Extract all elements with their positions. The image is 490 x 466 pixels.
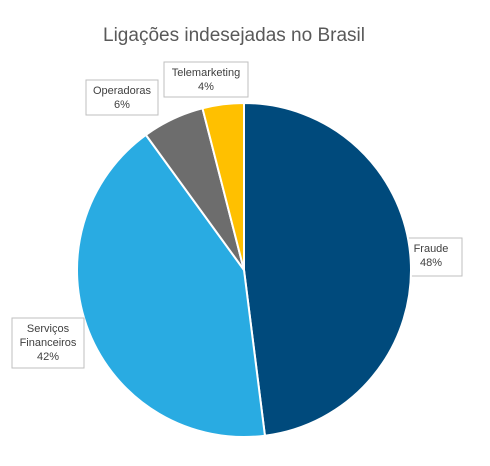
value-label: 4% [198,81,214,93]
slices [76,101,412,438]
value-label: 48% [420,257,442,269]
slice [76,133,267,438]
label-box [11,317,85,369]
labels-front: Serviços Financeiros 42% Operadoras 6% Telema… [11,61,249,369]
category-label: Serviços Financeiros [20,323,77,349]
category-label: Operadoras [93,85,152,97]
slice [201,101,245,271]
value-label: 6% [114,99,130,111]
category-label: Telemarketing [172,67,240,79]
label-box [85,79,159,116]
chart-title: Ligações indesejadas no Brasil [103,25,365,46]
category-label: Fraude [414,243,449,255]
label-box [163,61,249,98]
slice [243,101,412,437]
value-label: 42% [37,351,59,363]
